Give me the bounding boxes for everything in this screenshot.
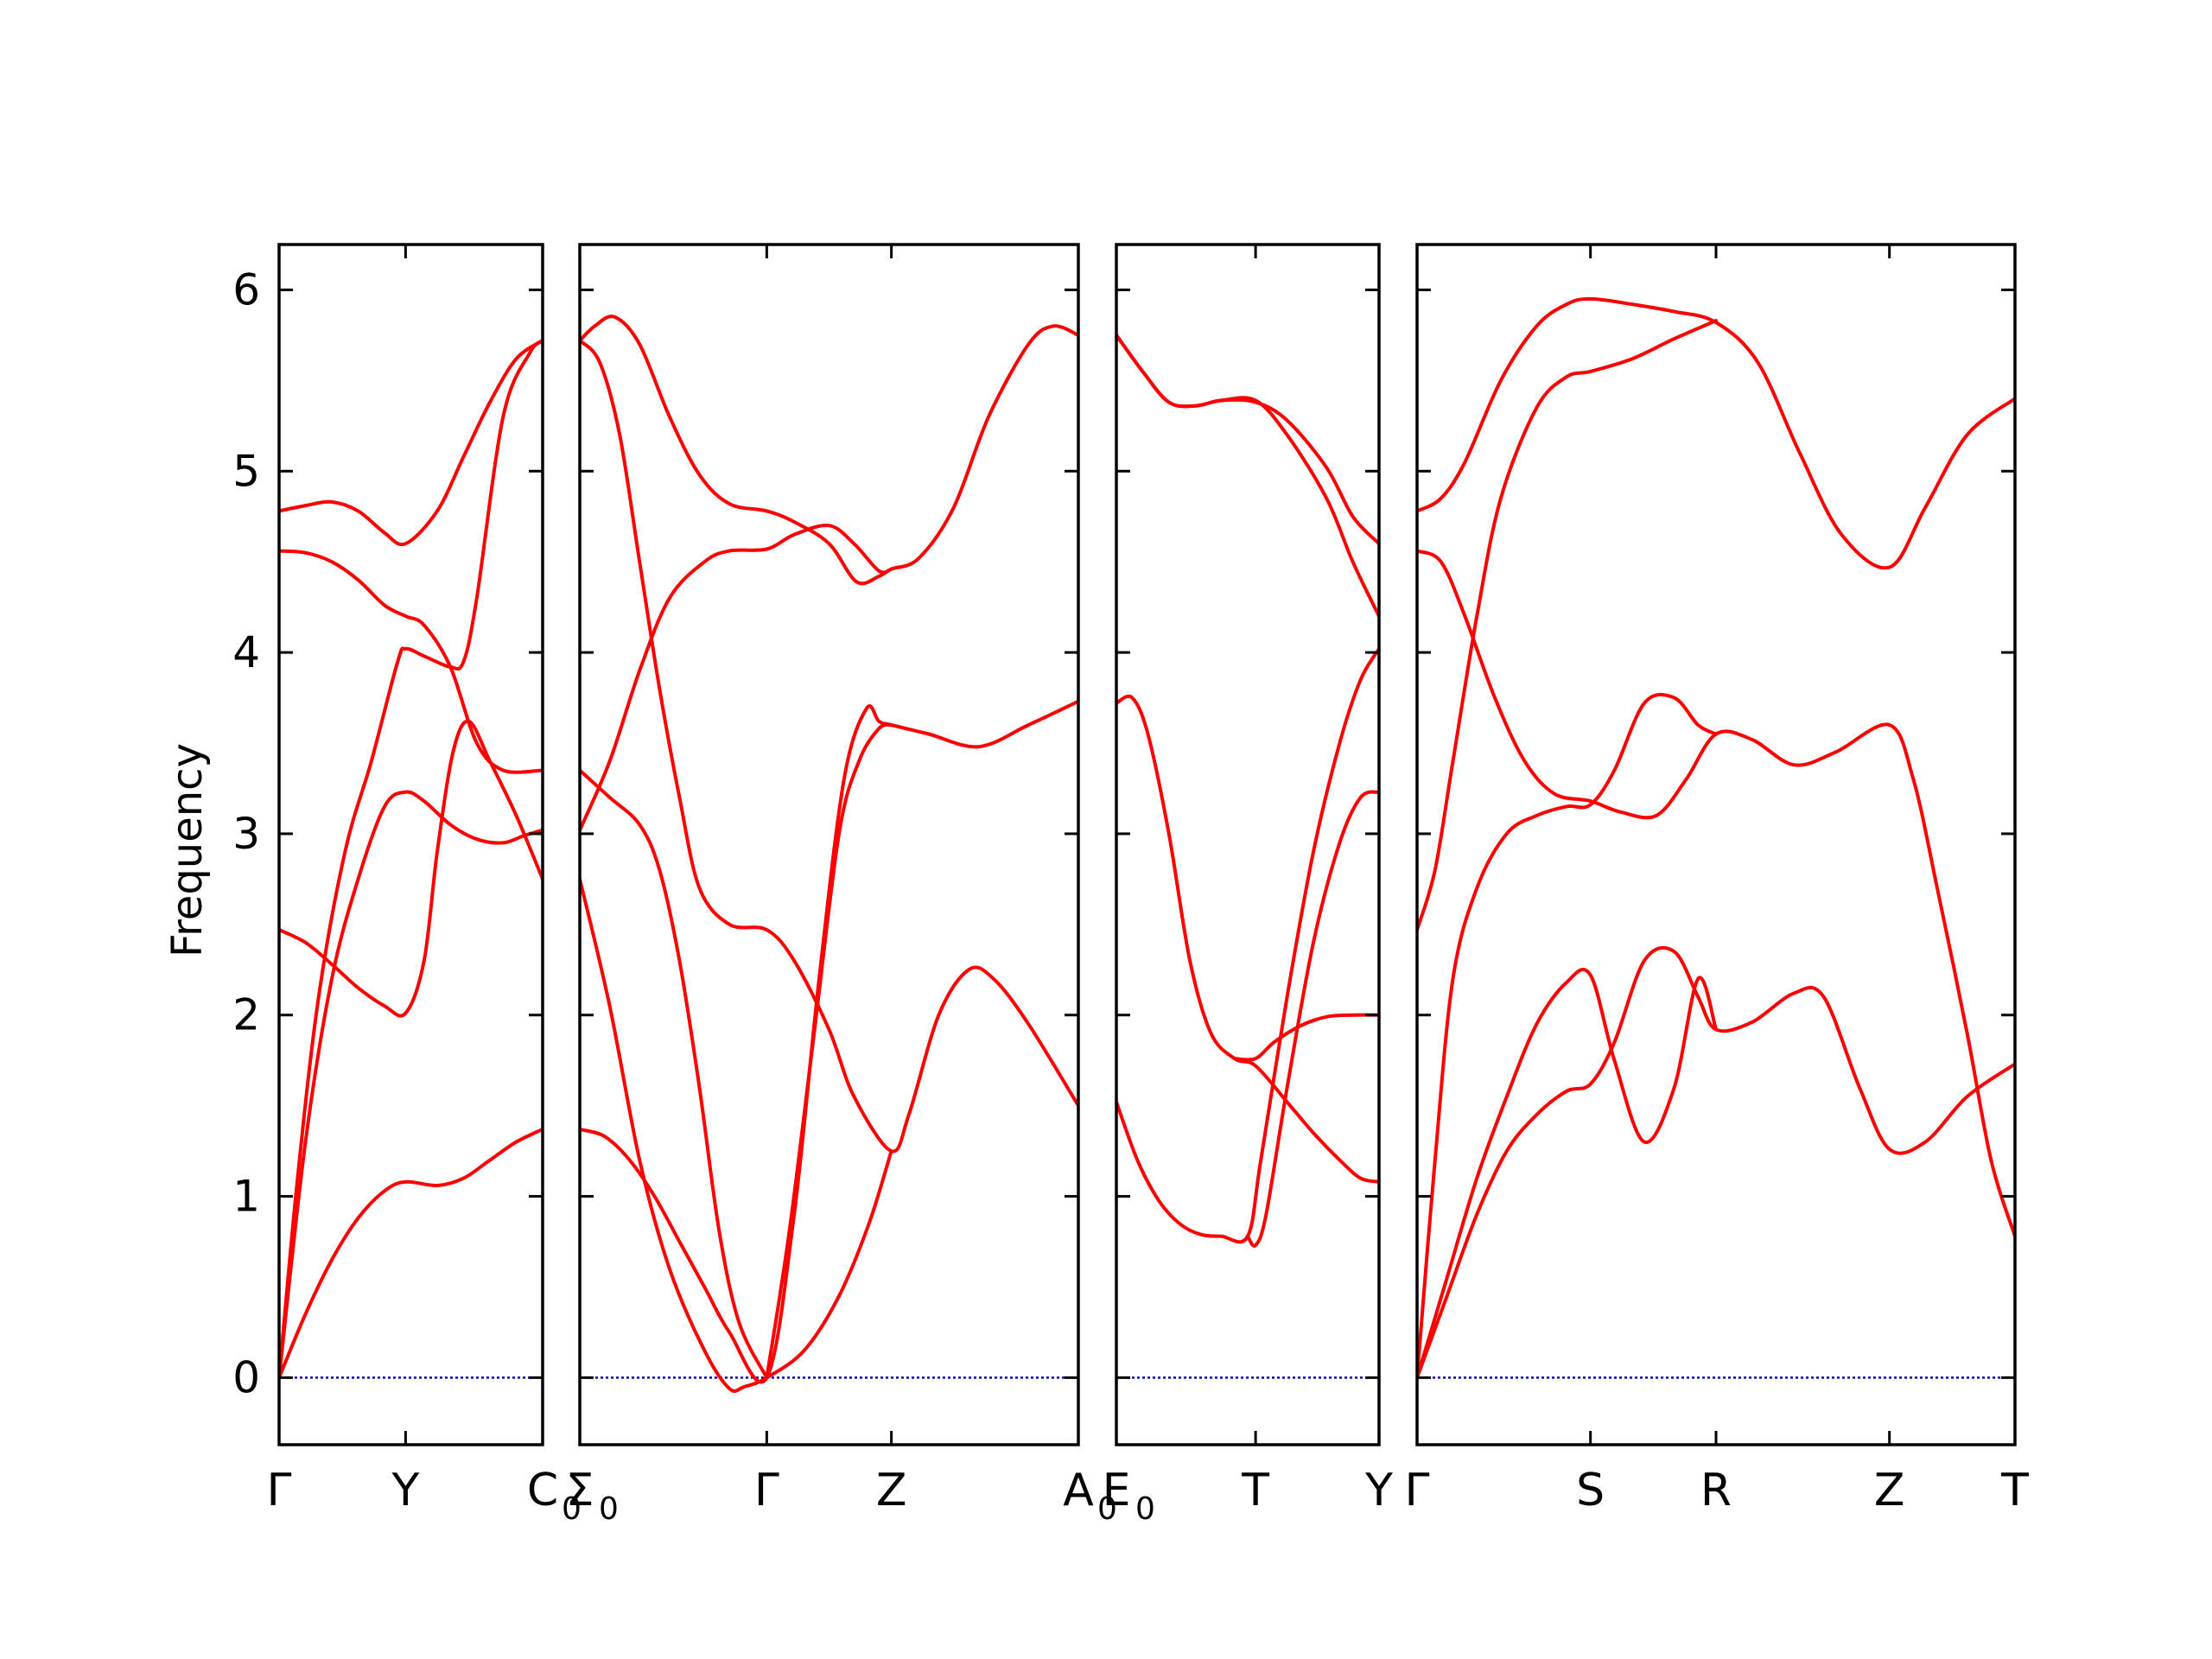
band-line-5: [1246, 790, 1379, 1249]
band-line-6: [1417, 968, 1718, 1380]
band-line-4: [1417, 692, 1718, 1380]
bands: [1417, 296, 2015, 1380]
bands: [580, 315, 1078, 1393]
band-line-2: [580, 523, 893, 832]
x-tick-label: T: [1241, 1465, 1269, 1516]
band-line-6: [279, 1127, 543, 1380]
x-tick-label: Σ: [566, 1465, 594, 1516]
band-line-1: [279, 339, 543, 547]
band-line-4: [1116, 646, 1379, 1244]
band-line-3: [1116, 694, 1379, 1184]
band-line-6: [1232, 1013, 1379, 1062]
x-tick-subscript: 0: [562, 1491, 582, 1527]
panel-frame: [1415, 243, 2017, 1446]
bands: [1116, 333, 1379, 1249]
band-line-3: [1417, 549, 2015, 1238]
band-line-1: [1417, 296, 2015, 570]
y-tick-label: 6: [232, 264, 260, 315]
band-line-3: [279, 719, 543, 1018]
x-tick-subscript: 0: [1135, 1491, 1155, 1527]
panel-2: Σ Γ Z A0 0: [566, 243, 1117, 1527]
x-tick-label: C: [527, 1465, 558, 1516]
band-line-2: [1116, 333, 1379, 546]
band-line-5: [580, 877, 893, 1393]
y-axis-label: Frequency: [163, 743, 212, 957]
band-line-6: [580, 699, 1078, 1384]
y-tick-label: 2: [232, 990, 260, 1040]
x-tick-label: Y: [1364, 1465, 1393, 1516]
x-tick-label: Γ: [754, 1465, 779, 1516]
panel-frame: [277, 243, 544, 1446]
band-line-5: [1417, 945, 2015, 1380]
band-line-3: [580, 339, 1078, 1154]
x-tick-label: S: [1576, 1465, 1605, 1516]
x-tick-subscript: 0: [1097, 1491, 1117, 1527]
y-tick-label: 3: [232, 809, 260, 859]
x-tick-label: Γ: [1405, 1465, 1430, 1516]
x-tick-label: T: [2000, 1465, 2029, 1516]
panel-3: E T Y 0: [1103, 243, 1393, 1527]
band-line-4: [279, 339, 543, 1380]
band-line-7: [765, 722, 893, 1380]
x-tick-label: R: [1700, 1465, 1732, 1516]
band-line-2: [279, 549, 543, 774]
y-tick-label: 5: [232, 446, 260, 496]
band-line-5: [279, 790, 543, 1380]
panel-frame: [1115, 243, 1381, 1446]
panel-frame: [578, 243, 1080, 1446]
x-tick-label: A: [1063, 1465, 1094, 1516]
x-tick-label: E: [1103, 1465, 1131, 1516]
band-line-4: [580, 768, 769, 1380]
x-tick-label: Y: [391, 1465, 420, 1516]
y-tick-label: 4: [232, 627, 260, 677]
x-tick-label: Z: [1874, 1465, 1905, 1516]
x-tick-subscript: 0: [599, 1491, 619, 1527]
y-tick-label: 0: [232, 1352, 260, 1402]
band-line-1: [580, 315, 1078, 586]
x-tick-label: Γ: [267, 1465, 292, 1516]
x-tick-label: Z: [876, 1465, 907, 1516]
bands: [279, 339, 543, 1380]
band-line-1: [1116, 333, 1379, 619]
y-tick-label: 1: [232, 1172, 260, 1222]
band-line-2: [1417, 319, 1718, 932]
